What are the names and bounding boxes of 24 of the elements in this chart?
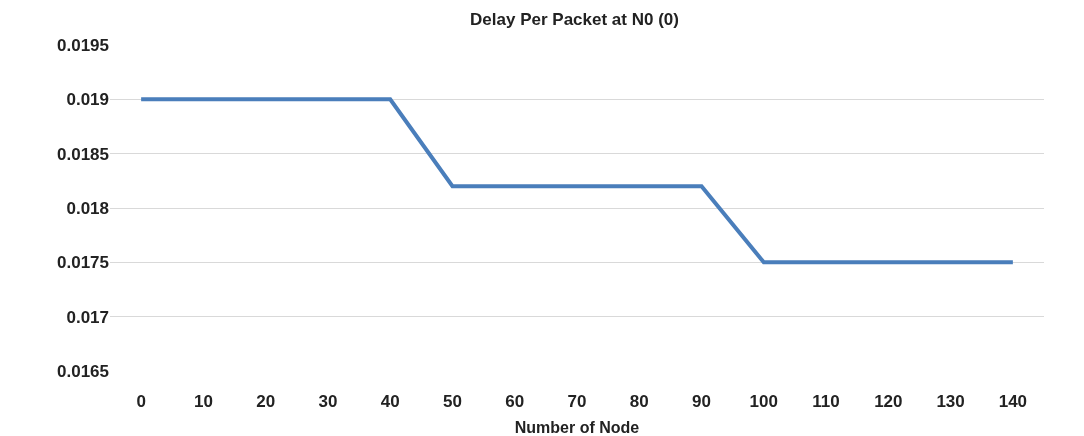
x-axis-title: Number of Node (514, 419, 640, 436)
x-tick-label: 130 (936, 392, 965, 411)
y-tick-label: 0.017 (66, 307, 109, 327)
x-tick-label: 10 (193, 392, 213, 411)
y-tick-label: 0.019 (66, 90, 109, 110)
y-tick-label: 0.0175 (57, 253, 109, 273)
x-tick-label: 120 (874, 392, 903, 411)
x-tick-label: 80 (629, 392, 649, 411)
x-tick-label: 40 (380, 392, 400, 411)
x-tick-label: 50 (443, 392, 462, 411)
x-tick-label: 70 (567, 392, 587, 411)
chart-title: Delay Per Packet at N0 (0) (470, 9, 679, 29)
y-tick-label: 0.0185 (57, 144, 109, 164)
x-tick-label: 30 (318, 392, 338, 411)
y-tick-label: 0.0165 (57, 361, 109, 381)
x-tick-label: 0 (136, 392, 146, 411)
x-tick-label: 90 (692, 392, 711, 411)
x-tick-label: 140 (998, 392, 1028, 411)
x-tick-label: 110 (812, 392, 840, 411)
x-tick-label: 20 (256, 392, 276, 411)
y-tick-label: 0.018 (66, 198, 109, 218)
x-tick-label: 60 (505, 392, 525, 411)
y-tick-label: 0.0195 (57, 35, 109, 55)
x-tick-label: 100 (749, 392, 778, 411)
